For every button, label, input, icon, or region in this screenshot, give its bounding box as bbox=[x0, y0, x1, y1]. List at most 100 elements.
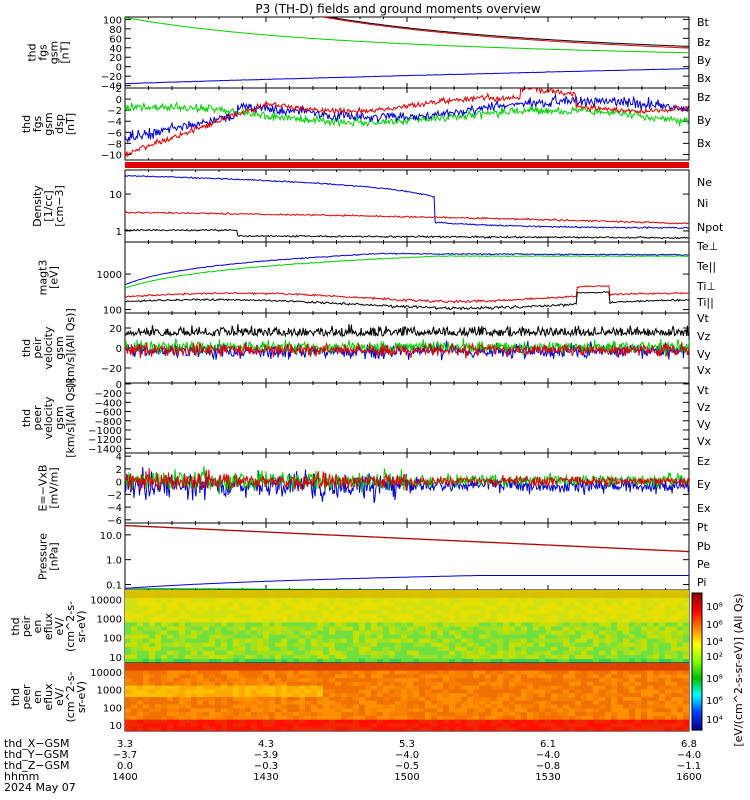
spectrogram-cell bbox=[275, 727, 282, 731]
spectrogram-cell bbox=[311, 610, 318, 615]
spectrogram-cell bbox=[473, 700, 480, 706]
y-axis-label: thd bbox=[20, 115, 33, 133]
spectrogram-cell bbox=[137, 654, 144, 660]
spectrogram-cell bbox=[167, 650, 174, 656]
spectrogram-cell bbox=[341, 719, 348, 725]
spectrogram-cell bbox=[287, 663, 294, 668]
spectrogram-cell bbox=[191, 727, 198, 731]
y-tick-label: 20 bbox=[109, 324, 122, 335]
spectrogram-cell bbox=[497, 590, 504, 595]
spectrogram-cell bbox=[455, 622, 462, 628]
spectrogram-cell bbox=[161, 610, 168, 615]
colorbar-step bbox=[692, 702, 702, 706]
spectrogram-cell bbox=[611, 618, 618, 624]
spectrogram-cell bbox=[533, 708, 540, 713]
spectrogram-cell bbox=[557, 598, 564, 603]
spectrogram-cell bbox=[593, 678, 600, 683]
spectrogram-cell bbox=[413, 634, 420, 640]
spectrogram-cell bbox=[335, 634, 342, 640]
spectrogram-cell bbox=[653, 630, 660, 636]
spectrogram-cell bbox=[533, 719, 540, 725]
spectrogram-cell bbox=[419, 700, 426, 706]
spectrogram-cell bbox=[569, 670, 576, 675]
spectrogram-cell bbox=[161, 622, 168, 628]
spectrogram-cell bbox=[227, 704, 234, 709]
spectrogram-cell bbox=[611, 598, 618, 603]
spectrogram-cell bbox=[665, 723, 672, 728]
spectrogram-cell bbox=[149, 654, 156, 660]
spectrogram-cell bbox=[479, 727, 486, 731]
spectrogram-cell bbox=[437, 700, 444, 706]
spectrogram-cell bbox=[653, 638, 660, 644]
spectrogram-cell bbox=[623, 678, 630, 683]
spectrogram-cell bbox=[389, 708, 396, 713]
spectrogram-cell bbox=[563, 658, 570, 663]
spectrogram-cell bbox=[683, 630, 689, 636]
spectrogram-cell bbox=[395, 594, 402, 599]
spectrogram-cell bbox=[419, 610, 426, 615]
spectrogram-cell bbox=[335, 704, 342, 709]
spectrogram-cell bbox=[317, 712, 324, 717]
spectrogram-cell bbox=[683, 681, 689, 687]
spectrogram-cell bbox=[515, 681, 522, 687]
spectrogram-cell bbox=[461, 650, 468, 656]
spectrogram-cell bbox=[299, 594, 306, 599]
spectrogram-cell bbox=[323, 606, 330, 611]
y-axis-label: peir bbox=[31, 337, 44, 359]
spectrogram-cell bbox=[269, 614, 276, 619]
spectrogram-cell bbox=[443, 642, 450, 648]
spectrogram-cell bbox=[245, 685, 252, 691]
spectrogram-cell bbox=[419, 614, 426, 619]
spectrogram-cell bbox=[587, 610, 594, 615]
spectrogram-cell bbox=[245, 646, 252, 652]
spectrogram-cell bbox=[653, 697, 660, 702]
spectrogram-cell bbox=[125, 723, 132, 728]
spectrogram-cell bbox=[263, 704, 270, 709]
spectrogram-cell bbox=[317, 689, 324, 694]
spectrogram-cell bbox=[545, 658, 552, 663]
spectrogram-cell bbox=[617, 666, 624, 672]
spectrogram-cell bbox=[593, 681, 600, 687]
spectrogram-cell bbox=[371, 610, 378, 615]
spectrogram-cell bbox=[245, 654, 252, 660]
spectrogram-cell bbox=[359, 689, 366, 694]
x-row-value: 1400 bbox=[112, 772, 137, 783]
spectrogram-cell bbox=[245, 606, 252, 611]
spectrogram-cell bbox=[227, 712, 234, 717]
spectrogram-cell bbox=[257, 678, 264, 683]
spectrogram-cell bbox=[233, 598, 240, 603]
spectrogram-cell bbox=[527, 602, 534, 607]
spectrogram-cell bbox=[353, 642, 360, 648]
spectrogram-cell bbox=[581, 622, 588, 628]
spectrogram-cell bbox=[683, 719, 689, 725]
spectrogram-cell bbox=[629, 663, 636, 668]
spectrogram-cell bbox=[125, 594, 132, 599]
spectrogram-cell bbox=[131, 697, 138, 702]
spectrogram-cell bbox=[383, 700, 390, 706]
spectrogram-cell bbox=[371, 681, 378, 687]
spectrogram-cell bbox=[395, 723, 402, 728]
spectrogram-cell bbox=[599, 697, 606, 702]
spectrogram-cell bbox=[575, 598, 582, 603]
spectrogram-cell bbox=[191, 598, 198, 603]
spectrogram-cell bbox=[311, 638, 318, 644]
spectrogram-cell bbox=[563, 626, 570, 632]
spectrogram-cell bbox=[473, 689, 480, 694]
spectrogram-cell bbox=[653, 715, 660, 721]
spectrogram-cell bbox=[551, 697, 558, 702]
spectrogram-cell bbox=[221, 712, 228, 717]
spectrogram-cell bbox=[479, 610, 486, 615]
spectrogram-cell bbox=[503, 723, 510, 728]
spectrogram-cell bbox=[359, 594, 366, 599]
spectrogram-cell bbox=[461, 654, 468, 660]
spectrogram-cell bbox=[155, 715, 162, 721]
spectrogram-cell bbox=[365, 678, 372, 683]
spectrogram-cell bbox=[311, 693, 318, 698]
y-tick-label: 0 bbox=[116, 344, 122, 355]
colorbar-step bbox=[692, 627, 702, 631]
spectrogram-cell bbox=[671, 689, 678, 694]
spectrogram-cell bbox=[257, 610, 264, 615]
spectrogram-cell bbox=[329, 590, 336, 595]
spectrogram-cell bbox=[179, 630, 186, 636]
spectrogram-cell bbox=[401, 670, 408, 675]
